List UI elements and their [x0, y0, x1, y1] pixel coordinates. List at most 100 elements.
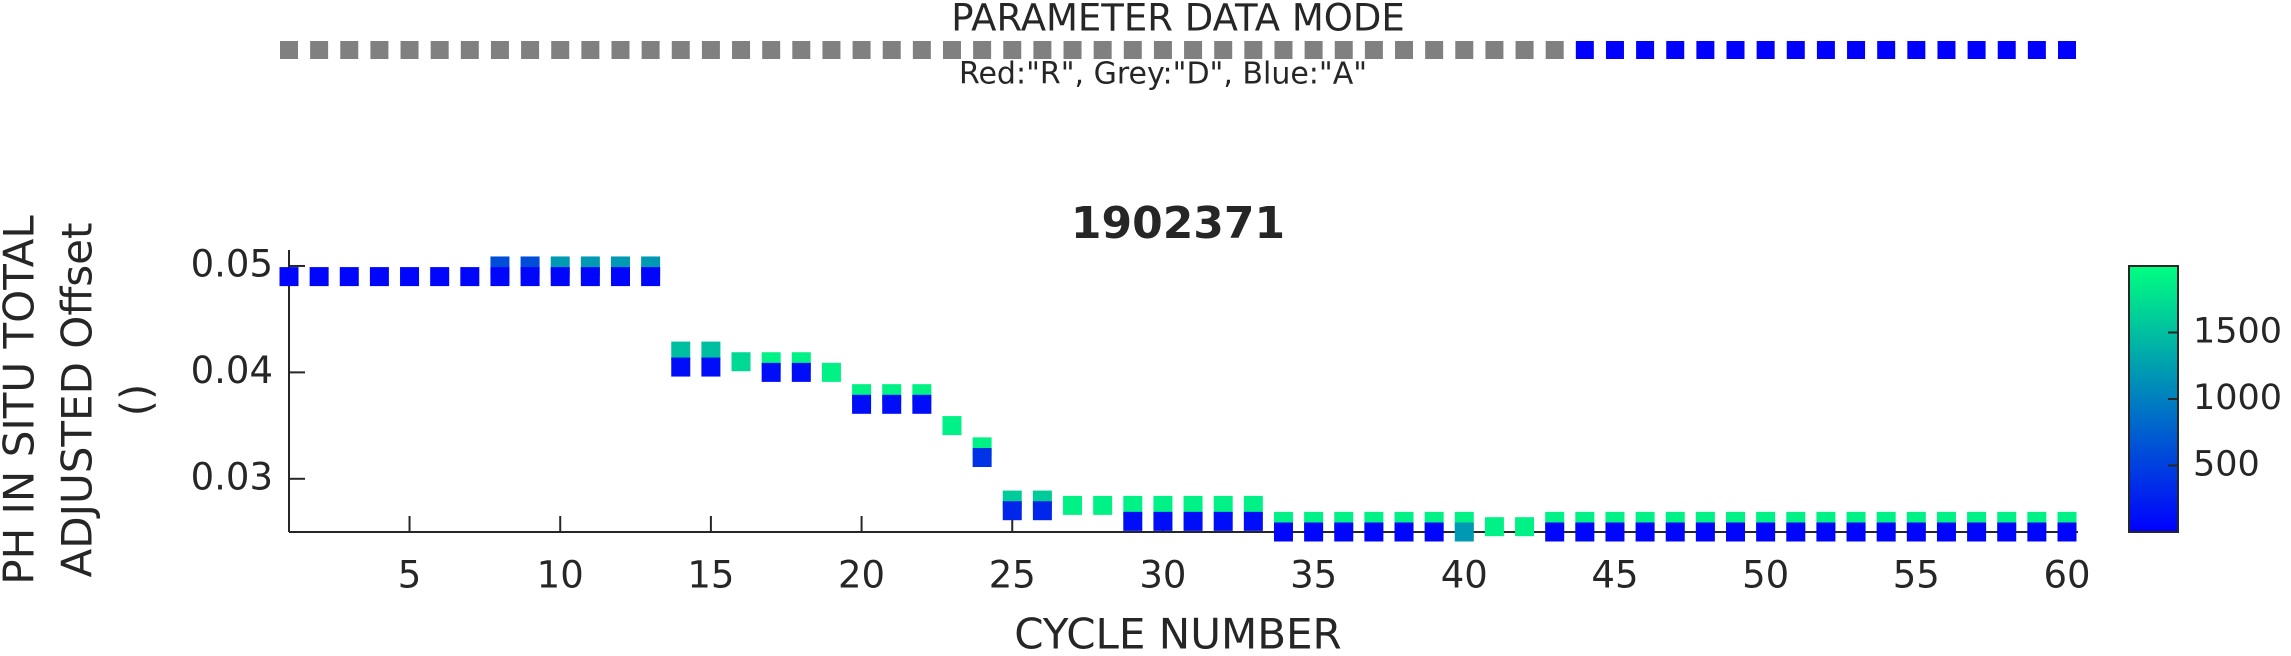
mode-square	[852, 41, 871, 59]
mode-square	[1153, 41, 1172, 59]
mode-square	[912, 41, 931, 59]
point	[1334, 522, 1354, 542]
x-tick-label: 5	[398, 554, 422, 597]
mode-square	[1515, 41, 1534, 59]
point	[2027, 522, 2047, 542]
strip-subtitle: Red:"R", Grey:"D", Blue:"A"	[959, 57, 1367, 92]
point	[821, 362, 841, 382]
y-tick-label: 0.05	[191, 242, 273, 285]
point	[339, 267, 359, 287]
point	[942, 416, 962, 436]
mode-square	[671, 41, 690, 59]
point	[1786, 522, 1806, 542]
point	[1906, 522, 1926, 542]
point	[1032, 501, 1052, 521]
colorbar-tick-label: 500	[2193, 445, 2260, 485]
point	[852, 394, 872, 414]
point	[1997, 522, 2017, 542]
mode-square	[1033, 41, 1052, 59]
mode-square	[732, 41, 751, 59]
mode-square	[1093, 41, 1112, 59]
point	[520, 267, 540, 287]
point	[1515, 517, 1535, 537]
point	[1153, 511, 1173, 531]
mode-square	[1304, 41, 1323, 59]
mode-square	[370, 41, 389, 59]
mode-square	[1997, 41, 2016, 59]
mode-square	[1816, 41, 1835, 59]
point	[460, 267, 480, 287]
mode-square	[641, 41, 660, 59]
mode-square	[430, 41, 449, 59]
point	[430, 267, 450, 287]
mode-square	[701, 41, 720, 59]
point	[1123, 495, 1143, 515]
mode-square	[1937, 41, 1956, 59]
mode-square	[460, 41, 479, 59]
point	[1213, 511, 1233, 531]
mode-square	[1395, 41, 1414, 59]
point	[490, 267, 510, 287]
point	[1243, 511, 1263, 531]
mode-square	[521, 41, 540, 59]
mode-square	[1786, 41, 1805, 59]
mode-square	[1003, 41, 1022, 59]
mode-square	[2058, 41, 2076, 59]
x-axis-label: CYCLE NUMBER	[1014, 610, 1342, 656]
point	[1936, 522, 1956, 542]
mode-square	[280, 41, 298, 59]
x-tick-label: 55	[1893, 554, 1940, 597]
mode-square	[1244, 41, 1263, 59]
point	[309, 267, 329, 287]
x-tick-label: 50	[1742, 554, 1789, 597]
point	[279, 267, 299, 287]
mode-square	[1575, 41, 1594, 59]
mode-square	[1877, 41, 1896, 59]
point	[972, 448, 992, 468]
point	[1304, 522, 1324, 542]
point	[1093, 495, 1113, 515]
point	[400, 267, 420, 287]
point	[1424, 522, 1444, 542]
point	[791, 362, 811, 382]
mode-square	[1726, 41, 1745, 59]
x-tick-label: 40	[1441, 554, 1488, 597]
point	[1243, 495, 1263, 515]
point	[1605, 522, 1625, 542]
mode-square	[551, 41, 570, 59]
mode-square	[1123, 41, 1142, 59]
mode-square	[1756, 41, 1775, 59]
colorbar-tick-label: 1000	[2193, 378, 2282, 418]
mode-square	[1545, 41, 1564, 59]
mode-square	[1485, 41, 1504, 59]
point	[1454, 522, 1474, 542]
mode-square	[1967, 41, 1986, 59]
point	[671, 341, 691, 361]
mode-square	[400, 41, 419, 59]
point	[610, 267, 630, 287]
point	[2057, 522, 2077, 542]
point	[1816, 522, 1836, 542]
mode-square	[762, 41, 781, 59]
point	[1695, 522, 1715, 542]
point	[701, 357, 721, 377]
point	[369, 267, 389, 287]
point	[550, 267, 570, 287]
point	[1967, 522, 1987, 542]
mode-square	[1847, 41, 1866, 59]
point	[580, 267, 600, 287]
y-axis-label: PH IN SITU TOTAL	[0, 215, 44, 585]
x-tick-label: 60	[2043, 554, 2090, 597]
mode-square	[1334, 41, 1353, 59]
mode-square	[490, 41, 509, 59]
x-tick-label: 15	[687, 554, 734, 597]
mode-square	[611, 41, 630, 59]
x-tick-label: 45	[1591, 554, 1638, 597]
point	[1273, 522, 1293, 542]
mode-square	[310, 41, 329, 59]
x-tick-label: 35	[1290, 554, 1337, 597]
chart-title: 1902371	[1071, 198, 1285, 249]
mode-square	[1455, 41, 1474, 59]
point	[1756, 522, 1776, 542]
